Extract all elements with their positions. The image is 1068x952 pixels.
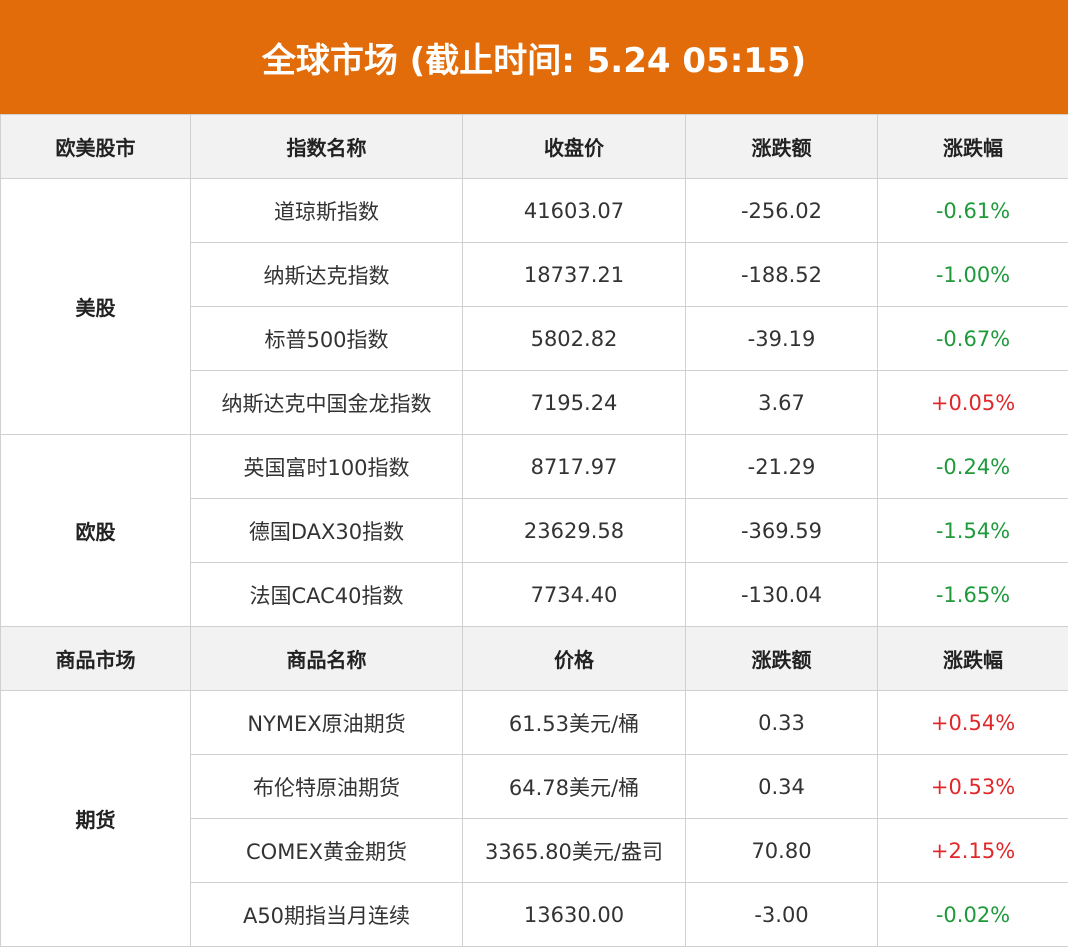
item-change: -3.00 (685, 882, 878, 947)
stock_header-header-row: 欧美股市 指数名称 收盘价 涨跌额 涨跌幅 (0, 114, 1068, 179)
market-table-body: 欧美股市 指数名称 收盘价 涨跌额 涨跌幅 美股 道琼斯指数 41603.07 -256.02-… (0, 114, 1068, 947)
table-row: 德国DAX30指数 23629.58 -369.59 -1.54% (1, 498, 1068, 563)
item-percent: -0.02% (877, 882, 1068, 947)
column-header: 商品市场 (0, 626, 191, 691)
title-bar: 全球市场 (截止时间: 5.24 05:15) (0, 0, 1068, 114)
item-change: 0.33 (685, 690, 878, 755)
table-row: COMEX黄金期货 3365.80美元/盎司 70.80 +2.15% (1, 818, 1068, 883)
group-label: 期货 (0, 690, 191, 947)
column-header: 涨跌额 (685, 114, 878, 179)
item-percent: +0.54% (877, 690, 1068, 755)
item-price: 13630.00 (462, 882, 686, 947)
table-row: 欧股 英国富时100指数 8717.97 -21.29 -0.24% (0, 434, 1068, 627)
item-name: A50期指当月连续 (190, 882, 463, 947)
item-change: -21.29 (685, 434, 878, 499)
table-row: 标普500指数 5802.82 -39.19 -0.67% (1, 306, 1068, 371)
item-name: 纳斯达克指数 (190, 242, 463, 307)
item-name: 法国CAC40指数 (190, 562, 463, 627)
item-change: 70.80 (685, 818, 878, 883)
item-change: -188.52 (685, 242, 878, 307)
item-percent: -1.65% (877, 562, 1068, 627)
item-name: NYMEX原油期货 (190, 690, 463, 755)
item-name: 标普500指数 (190, 306, 463, 371)
table-row: 纳斯达克中国金龙指数 7195.24 3.67 +0.05% (1, 370, 1068, 435)
item-percent: -1.00% (877, 242, 1068, 307)
item-price: 61.53美元/桶 (462, 690, 686, 755)
table-row: A50期指当月连续 13630.00 -3.00 -0.02% (1, 882, 1068, 947)
item-price: 7734.40 (462, 562, 686, 627)
item-change: -39.19 (685, 306, 878, 371)
item-percent: +0.53% (877, 754, 1068, 819)
item-price: 18737.21 (462, 242, 686, 307)
item-percent: +0.05% (877, 370, 1068, 435)
column-header: 涨跌额 (685, 626, 878, 691)
column-header: 价格 (462, 626, 686, 691)
item-price: 8717.97 (462, 434, 686, 499)
column-header: 收盘价 (462, 114, 686, 179)
item-percent: -0.61% (877, 178, 1068, 243)
column-header: 欧美股市 (0, 114, 191, 179)
group-label: 美股 (0, 178, 191, 435)
item-change: 0.34 (685, 754, 878, 819)
item-percent: -0.24% (877, 434, 1068, 499)
item-change: -369.59 (685, 498, 878, 563)
item-percent: -0.67% (877, 306, 1068, 371)
item-price: 23629.58 (462, 498, 686, 563)
column-header: 涨跌幅 (877, 626, 1068, 691)
market-table: 欧美股市 指数名称 收盘价 涨跌额 涨跌幅 美股 道琼斯指数 41603.07 -256.02-… (0, 114, 1068, 947)
table-row: 期货 NYMEX原油期货 61.53美元/桶 0.33 +0.54% (0, 690, 1068, 947)
item-name: 道琼斯指数 (190, 178, 463, 243)
item-change: -130.04 (685, 562, 878, 627)
page-title: 全球市场 (截止时间: 5.24 05:15) (261, 40, 807, 81)
column-header: 商品名称 (190, 626, 463, 691)
commodity_header-header-row: 商品市场 商品名称 价格 涨跌额 涨跌幅 (0, 626, 1068, 691)
group-label: 欧股 (0, 434, 191, 627)
item-name: 纳斯达克中国金龙指数 (190, 370, 463, 435)
item-percent: +2.15% (877, 818, 1068, 883)
table-row: 美股 道琼斯指数 41603.07 -256.02 -0.61% (0, 178, 1068, 435)
item-percent: -1.54% (877, 498, 1068, 563)
item-price: 5802.82 (462, 306, 686, 371)
column-header: 涨跌幅 (877, 114, 1068, 179)
item-price: 3365.80美元/盎司 (462, 818, 686, 883)
item-price: 64.78美元/桶 (462, 754, 686, 819)
item-name: 英国富时100指数 (190, 434, 463, 499)
item-price: 7195.24 (462, 370, 686, 435)
item-price: 41603.07 (462, 178, 686, 243)
column-header: 指数名称 (190, 114, 463, 179)
item-change: 3.67 (685, 370, 878, 435)
table-row: 布伦特原油期货 64.78美元/桶 0.34 +0.53% (1, 754, 1068, 819)
item-name: COMEX黄金期货 (190, 818, 463, 883)
table-row: 法国CAC40指数 7734.40 -130.04 -1.65% (1, 562, 1068, 627)
item-name: 布伦特原油期货 (190, 754, 463, 819)
item-name: 德国DAX30指数 (190, 498, 463, 563)
item-change: -256.02 (685, 178, 878, 243)
